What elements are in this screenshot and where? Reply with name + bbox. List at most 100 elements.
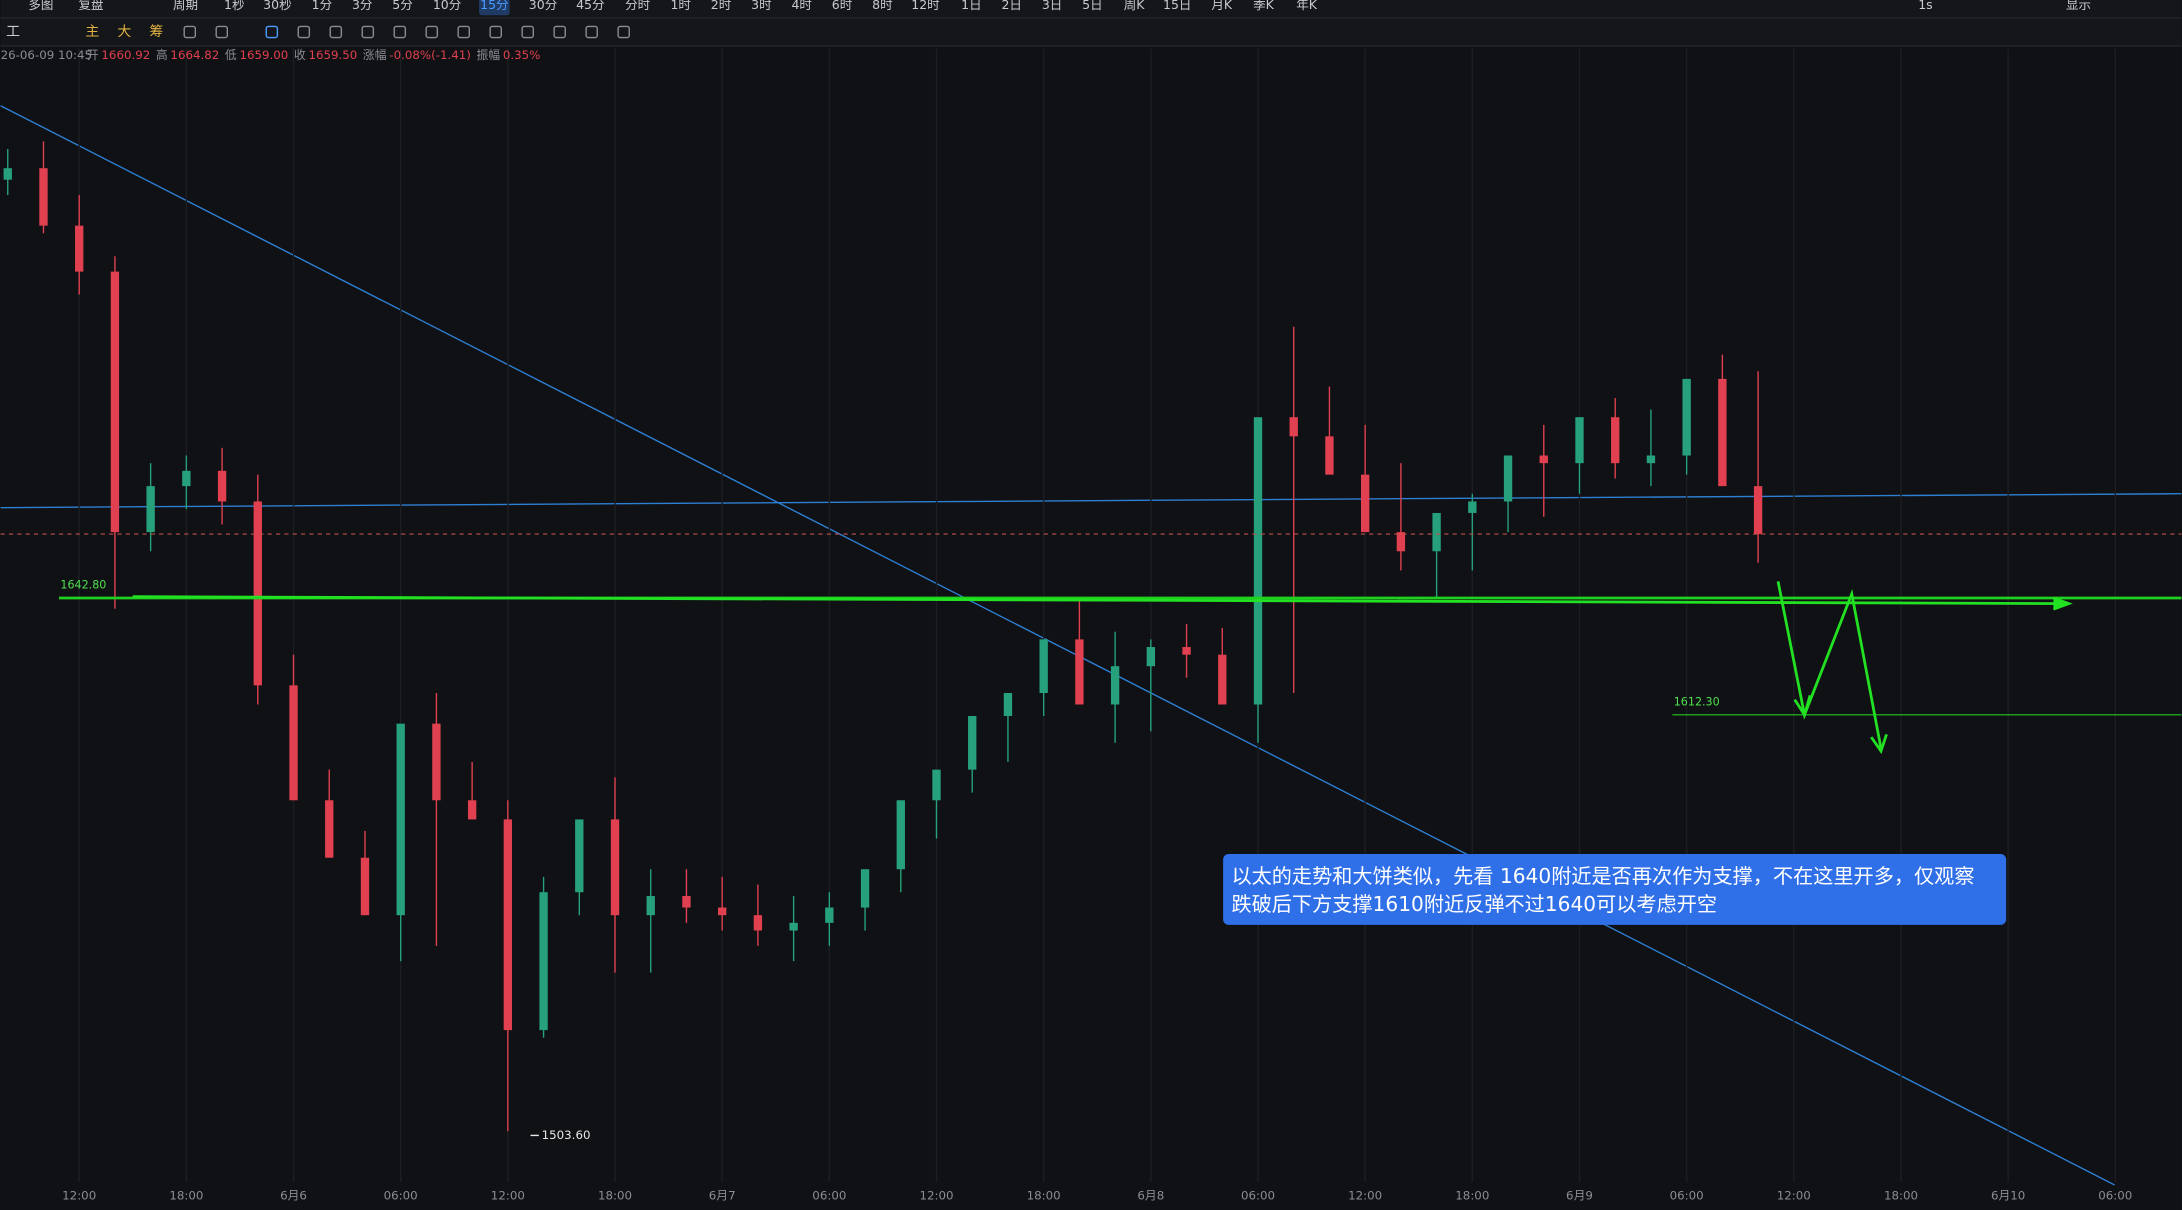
candle-body [1110, 666, 1120, 705]
candle-body [289, 685, 298, 801]
period-button[interactable]: 12时 [911, 0, 940, 12]
info-value: 1659.00 [239, 48, 288, 62]
tool-icon [265, 25, 279, 39]
candle-body [1611, 417, 1620, 464]
tool-icon [183, 25, 197, 39]
candle-body [396, 723, 405, 916]
x-tick-label: 06:00 [2098, 1189, 2132, 1203]
tool-button[interactable]: 工 [6, 24, 20, 40]
info-value: -0.08%(-1.41) [389, 48, 471, 62]
period-selected [479, 0, 510, 16]
period-button[interactable]: 4时 [791, 0, 812, 12]
period-button[interactable]: 1秒 [224, 0, 244, 12]
period-button[interactable]: 3日 [1042, 0, 1062, 12]
candle-body [1718, 378, 1727, 487]
tool-icon [489, 25, 502, 39]
x-tick-label: 6月9 [1566, 1189, 1593, 1203]
tool-icon [329, 25, 343, 39]
period-button[interactable]: 15日 [1163, 0, 1191, 12]
period-button[interactable]: 8时 [872, 0, 893, 12]
period-button[interactable]: 5日 [1082, 0, 1102, 12]
x-tick-label: 06:00 [812, 1189, 846, 1203]
candle-body [1182, 647, 1191, 655]
period-button[interactable]: 30分 [529, 0, 557, 12]
candle-body [503, 819, 513, 1031]
toolbar-bg [0, 0, 2182, 46]
period-button[interactable]: 10分 [433, 0, 461, 12]
x-tick-label: 18:00 [1027, 1189, 1061, 1203]
candle-body [182, 470, 191, 487]
trend-line [0, 105, 2115, 1186]
callout-text: 跌破后下方支撑1610附近反弹不过1640可以考虑开空 [1231, 892, 1717, 916]
tool-icon [617, 25, 630, 39]
period-button[interactable]: 3分 [352, 0, 372, 12]
candle-body [789, 922, 798, 931]
period-button[interactable]: 1日 [961, 0, 981, 12]
candle-body [146, 486, 155, 533]
info-value: 1659.50 [308, 48, 357, 62]
candle-body [753, 915, 763, 931]
period-button[interactable]: 周K [1124, 0, 1146, 12]
period-button[interactable]: 2时 [711, 0, 732, 12]
candle-body [1075, 639, 1084, 705]
period-button[interactable]: 1分 [312, 0, 332, 12]
candle-body [575, 819, 584, 893]
toolbar-button[interactable]: 复盘 [78, 0, 103, 12]
candle-body [610, 819, 620, 916]
candle-body [217, 470, 227, 502]
candle-body [932, 769, 941, 801]
info-value: 0.35% [503, 48, 541, 62]
tool-button[interactable]: 大 [117, 24, 131, 40]
period-button[interactable]: 6时 [832, 0, 853, 12]
tool-button[interactable]: 筹 [149, 23, 163, 40]
period-button[interactable]: 30秒 [263, 0, 291, 12]
toolbar-button[interactable]: 多图 [28, 0, 53, 12]
period-button[interactable]: 15分 [480, 0, 508, 12]
period-button[interactable]: 45分 [576, 0, 604, 12]
x-tick-label: 06:00 [1241, 1189, 1275, 1203]
candle-body [718, 907, 727, 916]
period-button[interactable]: 月K [1211, 0, 1233, 12]
candle-body [539, 892, 548, 1031]
candle-body [1539, 455, 1548, 464]
period-button[interactable]: 季K [1253, 0, 1275, 12]
tool-icon [521, 25, 534, 39]
candle-body [75, 225, 84, 272]
tool-icon [553, 25, 566, 39]
candle-body [1753, 486, 1763, 535]
x-tick-label: 12:00 [919, 1189, 953, 1203]
candle-body [1432, 512, 1441, 552]
toolbar-button[interactable]: 周期 [173, 0, 198, 12]
candle-body [1039, 639, 1048, 694]
period-button[interactable]: 3时 [751, 0, 772, 12]
toolbar-button[interactable]: 显示 [2066, 0, 2091, 12]
period-button[interactable]: 年K [1296, 0, 1318, 12]
candle-body [1396, 532, 1406, 552]
info-label: 开 [87, 48, 99, 62]
tool-button[interactable]: 主 [85, 24, 99, 40]
tool-icon [215, 25, 229, 39]
period-button[interactable]: 分时 [625, 0, 651, 12]
trend-line [0, 493, 2182, 509]
period-button[interactable]: 5分 [392, 0, 412, 12]
candle-body [682, 896, 691, 908]
period-button[interactable]: 2日 [1001, 0, 1021, 12]
x-tick-label: 12:00 [62, 1189, 96, 1203]
candle-body [1682, 378, 1691, 456]
x-tick-label: 6月7 [709, 1189, 736, 1203]
x-tick-label: 18:00 [169, 1189, 203, 1203]
candle-body [1575, 417, 1584, 464]
candle-body [1146, 647, 1156, 667]
period-button[interactable]: 1时 [670, 0, 691, 12]
tool-icon [393, 25, 407, 39]
x-tick-label: 06:00 [1670, 1189, 1704, 1203]
x-tick-label: 18:00 [1455, 1189, 1489, 1203]
info-label: 振幅 [476, 48, 500, 62]
callout-text: 以太的走势和大饼类似，先看 1640附近是否再次作为支撑，不在这里开多，仅观察 [1231, 864, 1974, 888]
tool-icon [361, 25, 375, 39]
candle-body [39, 168, 48, 226]
toolbar-button[interactable]: 1s [1918, 0, 1932, 12]
